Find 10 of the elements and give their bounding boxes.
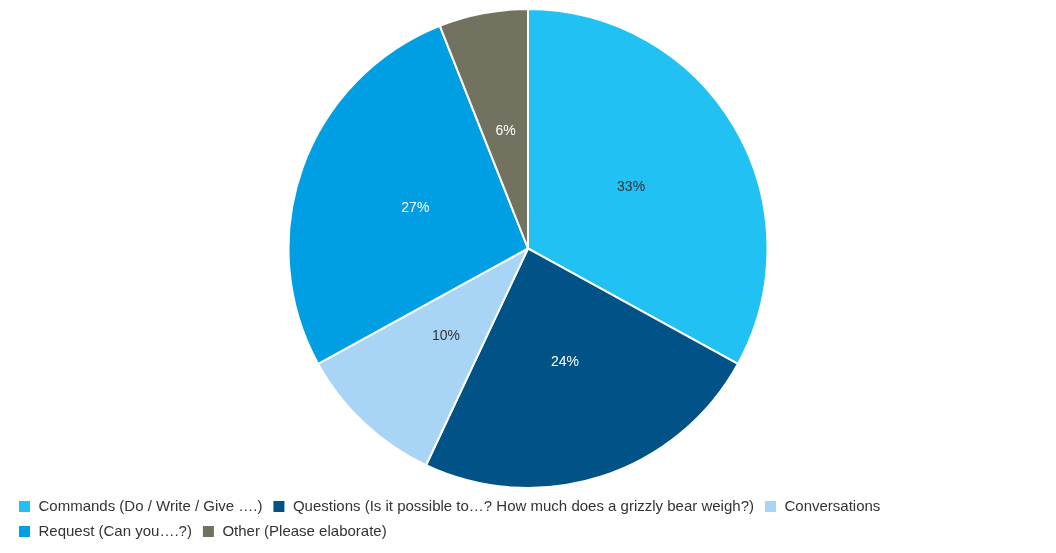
legend-label: Request (Can you….?) [38,521,192,539]
legend-label: Other (Please elaborate) [222,521,387,539]
legend-label: Questions (Is it possible to…? How much does a grizzly bear weigh?) [292,496,754,514]
legend-label: Conversations [784,496,881,514]
legend-label: Commands (Do / Write / Give ….) [38,496,263,514]
data-label: 33% [617,178,646,195]
data-label: 6% [495,121,516,138]
data-label: 10% [432,326,461,343]
data-label: 24% [550,353,580,370]
data-label: 27% [401,198,430,215]
